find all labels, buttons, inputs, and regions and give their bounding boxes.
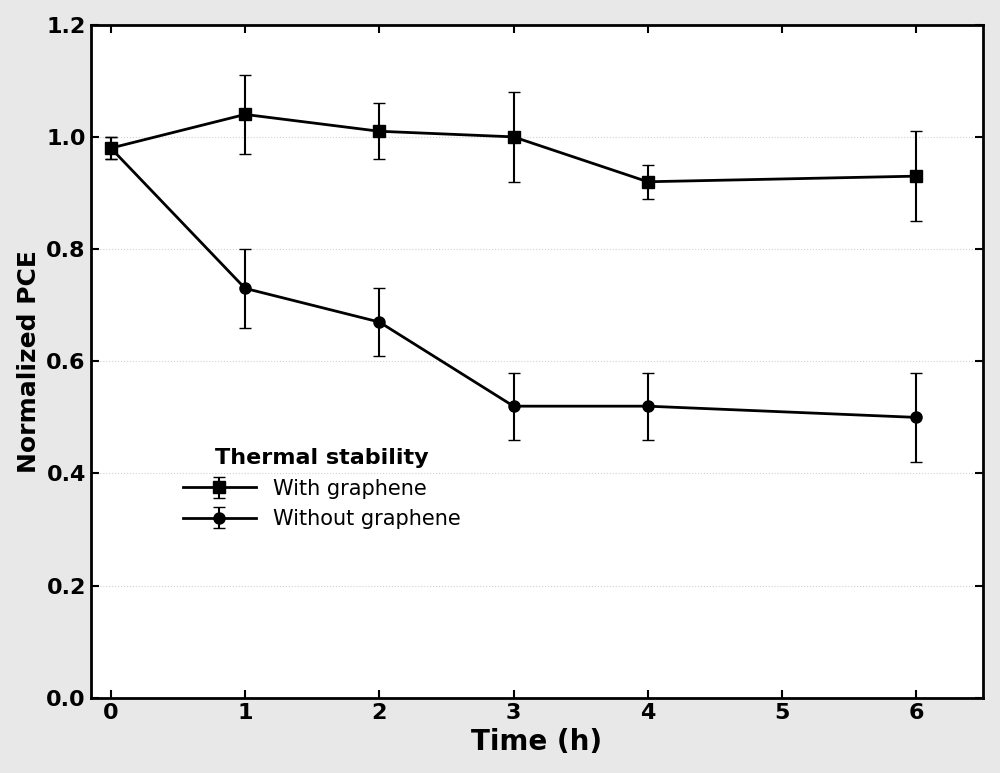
X-axis label: Time (h): Time (h) bbox=[471, 728, 603, 756]
Y-axis label: Normalized PCE: Normalized PCE bbox=[17, 250, 41, 473]
Legend: With graphene, Without graphene: With graphene, Without graphene bbox=[173, 438, 471, 540]
